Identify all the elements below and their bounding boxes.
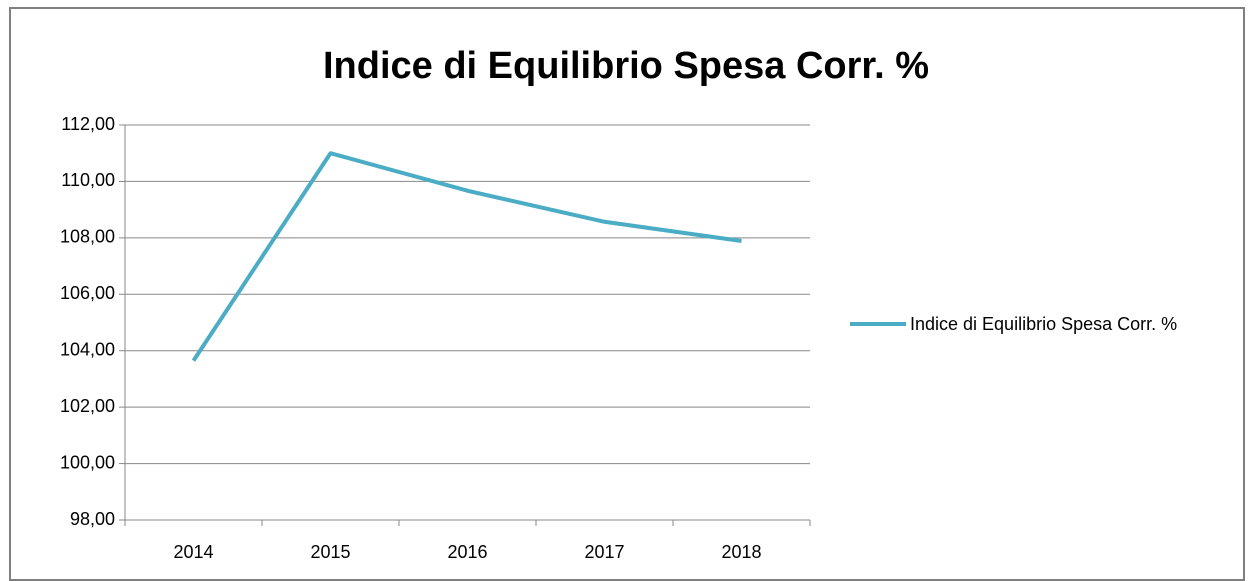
chart-title: Indice di Equilibrio Spesa Corr. % [323,45,929,87]
x-tick-label: 2015 [310,542,350,562]
x-tick-label: 2018 [721,542,761,562]
y-tick-label: 110,00 [61,170,115,190]
x-tick-label: 2017 [584,542,624,562]
y-tick-label: 106,00 [60,283,115,303]
x-tick-label: 2014 [173,542,213,562]
y-tick-label: 108,00 [60,227,115,247]
y-tick-label: 100,00 [60,452,115,472]
y-tick-label: 104,00 [60,339,115,359]
y-tick-label: 102,00 [60,396,115,416]
legend-label: Indice di Equilibrio Spesa Corr. % [910,314,1178,334]
x-tick-label: 2016 [447,542,487,562]
data-line [191,151,742,362]
y-tick-label: 98,00 [70,509,115,529]
y-tick-label: 112,00 [61,114,115,134]
